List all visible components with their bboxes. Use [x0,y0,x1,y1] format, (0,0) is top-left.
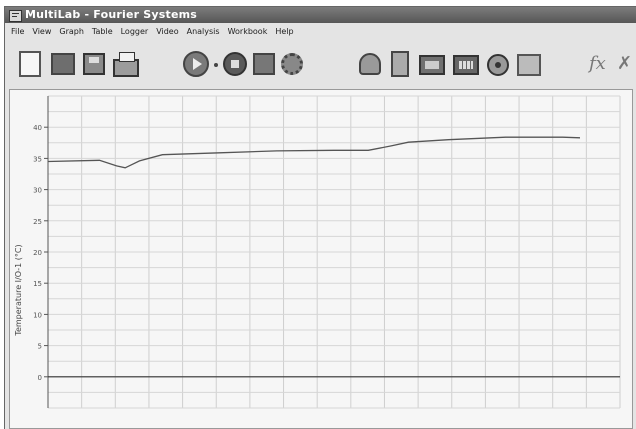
open-folder-icon[interactable] [51,53,75,75]
menu-video[interactable]: Video [156,26,179,36]
run-icon[interactable] [183,51,209,77]
y-axis-label: Temperature I/O-1 (°C) [14,244,23,336]
menu-help[interactable]: Help [275,26,294,36]
menu-analysis[interactable]: Analysis [186,26,220,36]
new-icon[interactable] [19,51,41,77]
y-tick-label: 30 [33,187,42,195]
toolbar: fx ✗ [5,39,636,83]
function-icon[interactable]: fx [589,53,606,74]
menu-table[interactable]: Table [91,26,113,36]
meter-icon[interactable] [359,53,381,75]
stop-icon[interactable] [223,52,247,76]
menu-file[interactable]: File [11,26,25,36]
y-tick-label: 5 [38,343,42,351]
save-disk-icon[interactable] [83,53,105,75]
target-icon[interactable] [487,54,509,76]
thermometer-icon[interactable] [391,51,409,77]
y-tick-label: 20 [33,249,42,257]
y-tick-labels: 0 5 10 15 20 25 30 35 40 [33,124,48,382]
y-tick-label: 10 [33,311,42,319]
menu-logger[interactable]: Logger [120,26,149,36]
y-tick-label: 25 [33,218,42,226]
logbook-icon[interactable] [253,53,275,75]
title-bar[interactable]: MultiLab - Fourier Systems [5,7,636,23]
graph-pane: 0 5 10 15 20 25 30 35 40 Temperature I/O-1 (°C) [9,89,633,429]
picture-icon[interactable] [517,54,541,76]
data-series [47,136,581,169]
y-tick-label: 0 [38,374,42,382]
app-logo-icon [9,10,22,22]
menu-graph[interactable]: Graph [59,26,84,36]
graph-view-icon[interactable] [419,55,445,75]
temperature-line [47,136,581,169]
menu-bar: File View Graph Table Logger Video Analy… [5,24,636,38]
y-tick-label: 35 [33,155,42,163]
temperature-chart[interactable]: 0 5 10 15 20 25 30 35 40 Temperature I/O-1 (°C) [10,90,632,428]
y-tick-label: 15 [33,280,42,288]
app-window: MultiLab - Fourier Systems File View Gra… [4,6,636,429]
chart-background [10,90,632,428]
y-tick-label: 40 [33,124,42,132]
separator-dot-icon [214,63,218,67]
window-title: MultiLab - Fourier Systems [25,8,198,21]
table-view-icon[interactable] [453,55,479,75]
close-icon[interactable]: ✗ [617,53,633,73]
menu-view[interactable]: View [32,26,52,36]
grid-lines [47,95,621,409]
gear-icon[interactable] [281,53,303,75]
menu-workbook[interactable]: Workbook [227,26,268,36]
print-icon[interactable] [113,52,139,77]
